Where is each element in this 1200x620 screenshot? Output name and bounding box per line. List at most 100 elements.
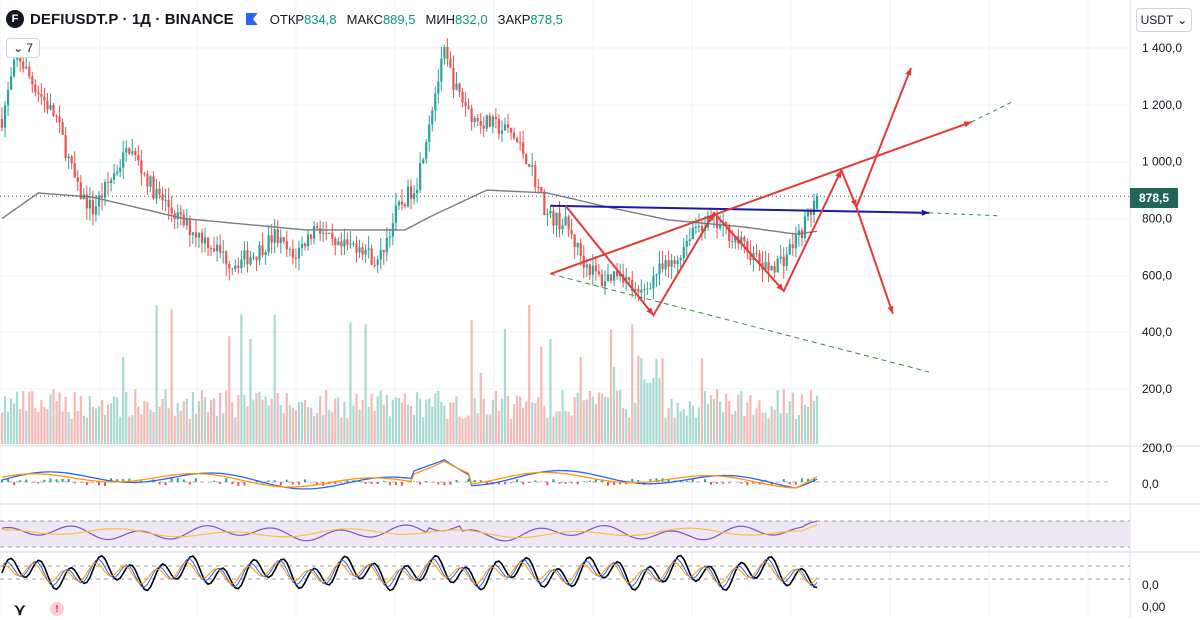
indicator-axis-tick: 200,0: [1142, 441, 1172, 455]
volume-bar: [225, 390, 227, 444]
indicator-axis-tick: 0,00: [1142, 600, 1166, 614]
symbol-title[interactable]: DEFIUSDT.P · 1Д · BINANCE: [30, 11, 234, 28]
volume-bar: [555, 412, 557, 444]
volume-bar: [286, 393, 288, 444]
volume-bar: [734, 411, 736, 444]
candle-body: [801, 230, 803, 238]
candle-body: [477, 118, 479, 121]
indicators-toggle-button[interactable]: ⌄ 7: [6, 38, 40, 58]
macd-histogram-bar: [686, 481, 688, 482]
volume-bar: [158, 407, 160, 444]
volume-bar: [374, 411, 376, 444]
price-axis-tick: 400,0: [1142, 325, 1172, 339]
volume-bar: [313, 416, 315, 444]
macd-histogram-bar: [365, 482, 367, 484]
volume-bar: [452, 403, 454, 444]
volume-bar: [455, 396, 457, 444]
candle-body: [643, 289, 645, 290]
volume-bar: [228, 336, 230, 444]
volume-bar: [571, 416, 573, 444]
volume-bar: [25, 411, 27, 444]
volume-bar: [31, 391, 33, 444]
volume-bar: [792, 392, 794, 444]
macd-histogram-bar: [292, 482, 294, 484]
chevron-down-icon: ⌄: [1177, 13, 1187, 27]
candle-body: [140, 160, 142, 173]
volume-bar: [295, 410, 297, 444]
volume-bar: [471, 320, 473, 444]
candle-body: [377, 260, 379, 266]
volume-bar: [322, 415, 324, 444]
candle-body: [434, 94, 436, 111]
candle-body: [149, 176, 151, 186]
volume-bar: [713, 399, 715, 444]
volume-bar: [280, 405, 282, 444]
flag-icon[interactable]: [246, 13, 258, 25]
candle-body: [334, 239, 336, 245]
candle-body: [92, 200, 94, 214]
candle-body: [34, 84, 36, 92]
volume-bar: [89, 396, 91, 444]
macd-histogram-bar: [171, 478, 173, 482]
volume-bar: [758, 400, 760, 444]
tv-logo-icon[interactable]: ⋎: [14, 600, 26, 620]
volume-bar: [680, 411, 682, 444]
currency-select[interactable]: USDT ⌄: [1136, 8, 1192, 32]
volume-bar: [337, 397, 339, 444]
macd-histogram-bar: [716, 482, 718, 484]
volume-bar: [174, 416, 176, 444]
candle-body: [549, 211, 551, 214]
macd-histogram-bar: [346, 481, 348, 482]
candle-body: [543, 192, 545, 215]
candle-body: [113, 173, 115, 179]
candle-body: [525, 154, 527, 164]
candle-body: [580, 243, 582, 256]
volume-bar: [71, 419, 73, 444]
candle-body: [419, 163, 421, 190]
candle-body: [192, 232, 194, 235]
volume-bar: [401, 402, 403, 444]
candle-body: [101, 196, 103, 198]
volume-bar: [655, 359, 657, 444]
ohlc-close: ЗАКР878,5: [498, 12, 563, 27]
volume-bar: [498, 411, 500, 444]
volume-bar: [365, 324, 367, 444]
volume-bar: [704, 391, 706, 444]
volume-bar: [525, 402, 527, 444]
macd-histogram-bar: [383, 481, 385, 482]
volume-bar: [49, 394, 51, 444]
volume-bar: [349, 322, 351, 444]
macd-histogram-bar: [565, 482, 567, 484]
volume-bar: [458, 417, 460, 444]
candle-body: [540, 187, 542, 192]
macd-histogram-bar: [692, 479, 694, 482]
volume-bar: [446, 419, 448, 444]
volume-bar: [331, 412, 333, 444]
volume-bar: [480, 373, 482, 444]
candle-body: [498, 119, 500, 134]
price-axis-tick: 1 400,0: [1142, 41, 1182, 55]
volume-bar: [761, 413, 763, 444]
candle-body: [49, 105, 51, 110]
alert-icon[interactable]: !: [50, 602, 64, 616]
candle-body: [564, 216, 566, 225]
volume-bar: [283, 413, 285, 444]
macd-histogram-bar: [522, 482, 524, 484]
candle-body: [240, 260, 242, 269]
macd-histogram-bar: [613, 482, 615, 485]
volume-bar: [92, 407, 94, 444]
volume-bar: [328, 410, 330, 444]
volume-bar: [692, 406, 694, 444]
volume-bar: [371, 394, 373, 444]
volume-bar: [298, 402, 300, 444]
candle-body: [395, 205, 397, 222]
candle-body: [134, 151, 136, 155]
macd-histogram-bar: [571, 482, 573, 483]
candle-body: [555, 213, 557, 226]
volume-bar: [640, 358, 642, 444]
candle-body: [125, 148, 127, 152]
volume-bar: [110, 403, 112, 444]
candle-body: [207, 238, 209, 248]
volume-bar: [810, 390, 812, 444]
